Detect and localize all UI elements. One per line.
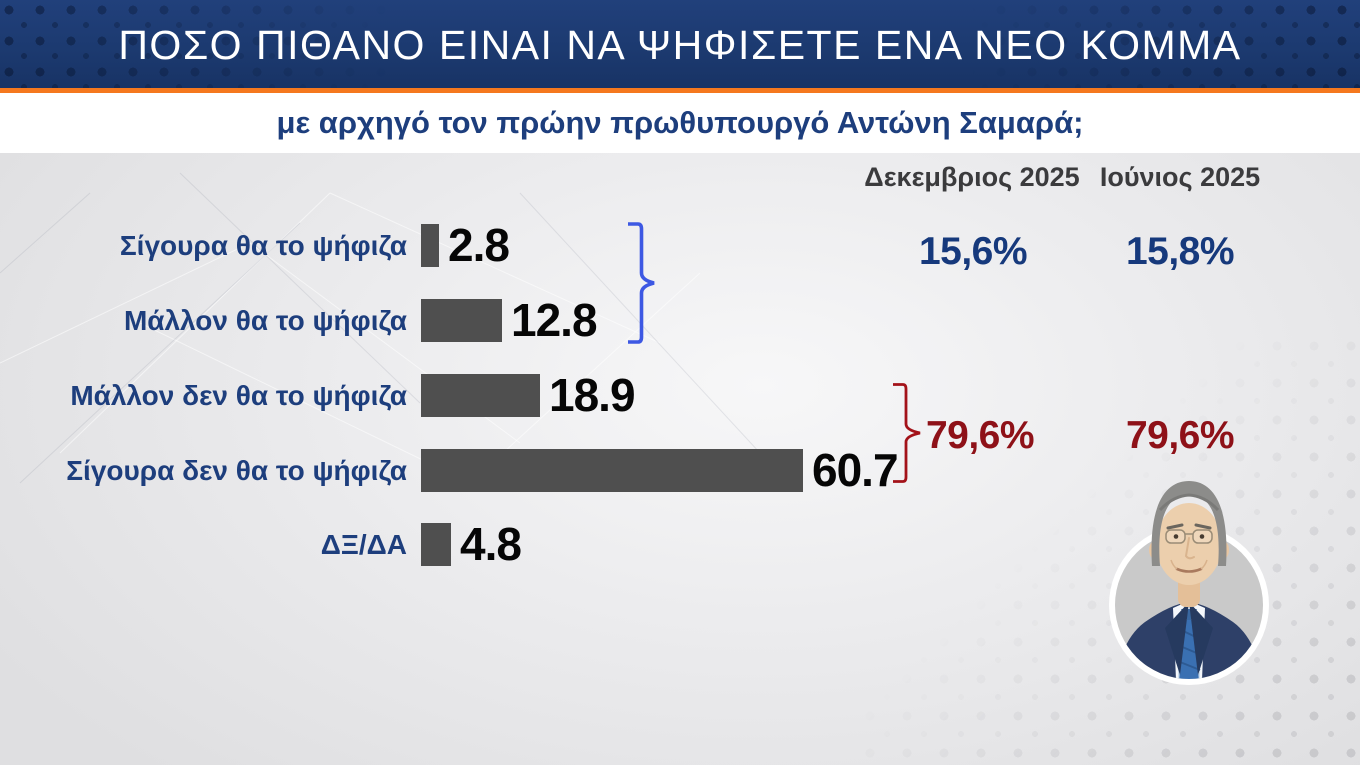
pct-would-not-vote-dec: 79,6% bbox=[925, 414, 1035, 457]
bar-value: 4.8 bbox=[460, 518, 522, 570]
bar-certain-yes bbox=[421, 224, 439, 267]
bracket-would-not-vote bbox=[893, 383, 921, 483]
orange-divider bbox=[0, 88, 1360, 93]
portrait-antonis-samaras bbox=[1109, 481, 1269, 685]
pct-would-vote-dec: 15,6% bbox=[918, 230, 1028, 273]
bar-certain-no bbox=[421, 449, 803, 492]
column-header-december-2025: Δεκεμβριος 2025 bbox=[864, 162, 1080, 192]
bar-probably-yes bbox=[421, 299, 502, 342]
subtitle-band: με αρχηγό τον πρώην πρωθυπουργό Αντώνη Σ… bbox=[0, 93, 1360, 153]
pct-would-not-vote-jun: 79,6% bbox=[1125, 414, 1235, 457]
dot-pattern-bottom-right bbox=[860, 335, 1360, 765]
category-label: Σίγουρα δεν θα το ψήφιζα bbox=[66, 455, 407, 486]
bar-row-dont-know: ΔΞ/ΔΑ 4.8 bbox=[0, 518, 1360, 570]
pct-would-vote-jun: 15,8% bbox=[1125, 230, 1235, 273]
chart-area: Δεκεμβριος 2025 Ιούνιος 2025 Σίγουρα θα … bbox=[0, 153, 1360, 765]
header-dot-pattern-left bbox=[0, 0, 430, 88]
bar-value: 60.7 bbox=[812, 444, 899, 496]
header-band: ΠΟΣΟ ΠΙΘΑΝΟ ΕΙΝΑΙ ΝΑ ΨΗΦΙΣΕΤΕ ΕΝΑ ΝΕΟ ΚΟ… bbox=[0, 0, 1360, 88]
category-label: Μάλλον δεν θα το ψήφιζα bbox=[70, 380, 407, 411]
bar-value: 12.8 bbox=[511, 294, 598, 346]
bar-value: 2.8 bbox=[448, 219, 510, 271]
page-subtitle: με αρχηγό τον πρώην πρωθυπουργό Αντώνη Σ… bbox=[276, 105, 1084, 140]
bar-row-probably-yes: Μάλλον θα το ψήφιζα 12.8 bbox=[0, 294, 1360, 346]
page-title: ΠΟΣΟ ΠΙΘΑΝΟ ΕΙΝΑΙ ΝΑ ΨΗΦΙΣΕΤΕ ΕΝΑ ΝΕΟ ΚΟ… bbox=[118, 22, 1242, 68]
bar-row-probably-no: Μάλλον δεν θα το ψήφιζα 18.9 bbox=[0, 369, 1360, 421]
bar-value: 18.9 bbox=[549, 369, 636, 421]
category-label: Μάλλον θα το ψήφιζα bbox=[123, 305, 407, 336]
bar-row-certain-no: Σίγουρα δεν θα το ψήφιζα 60.7 bbox=[0, 444, 1360, 496]
bar-dont-know bbox=[421, 523, 451, 566]
category-label: Σίγουρα θα το ψήφιζα bbox=[119, 230, 407, 261]
column-header-june-2025: Ιούνιος 2025 bbox=[1099, 162, 1261, 192]
bracket-would-vote bbox=[628, 222, 655, 344]
header-dot-pattern-right bbox=[930, 0, 1360, 88]
category-label: ΔΞ/ΔΑ bbox=[320, 529, 407, 560]
bar-probably-no bbox=[421, 374, 540, 417]
bar-row-certain-yes: Σίγουρα θα το ψήφιζα 2.8 bbox=[0, 219, 1360, 271]
